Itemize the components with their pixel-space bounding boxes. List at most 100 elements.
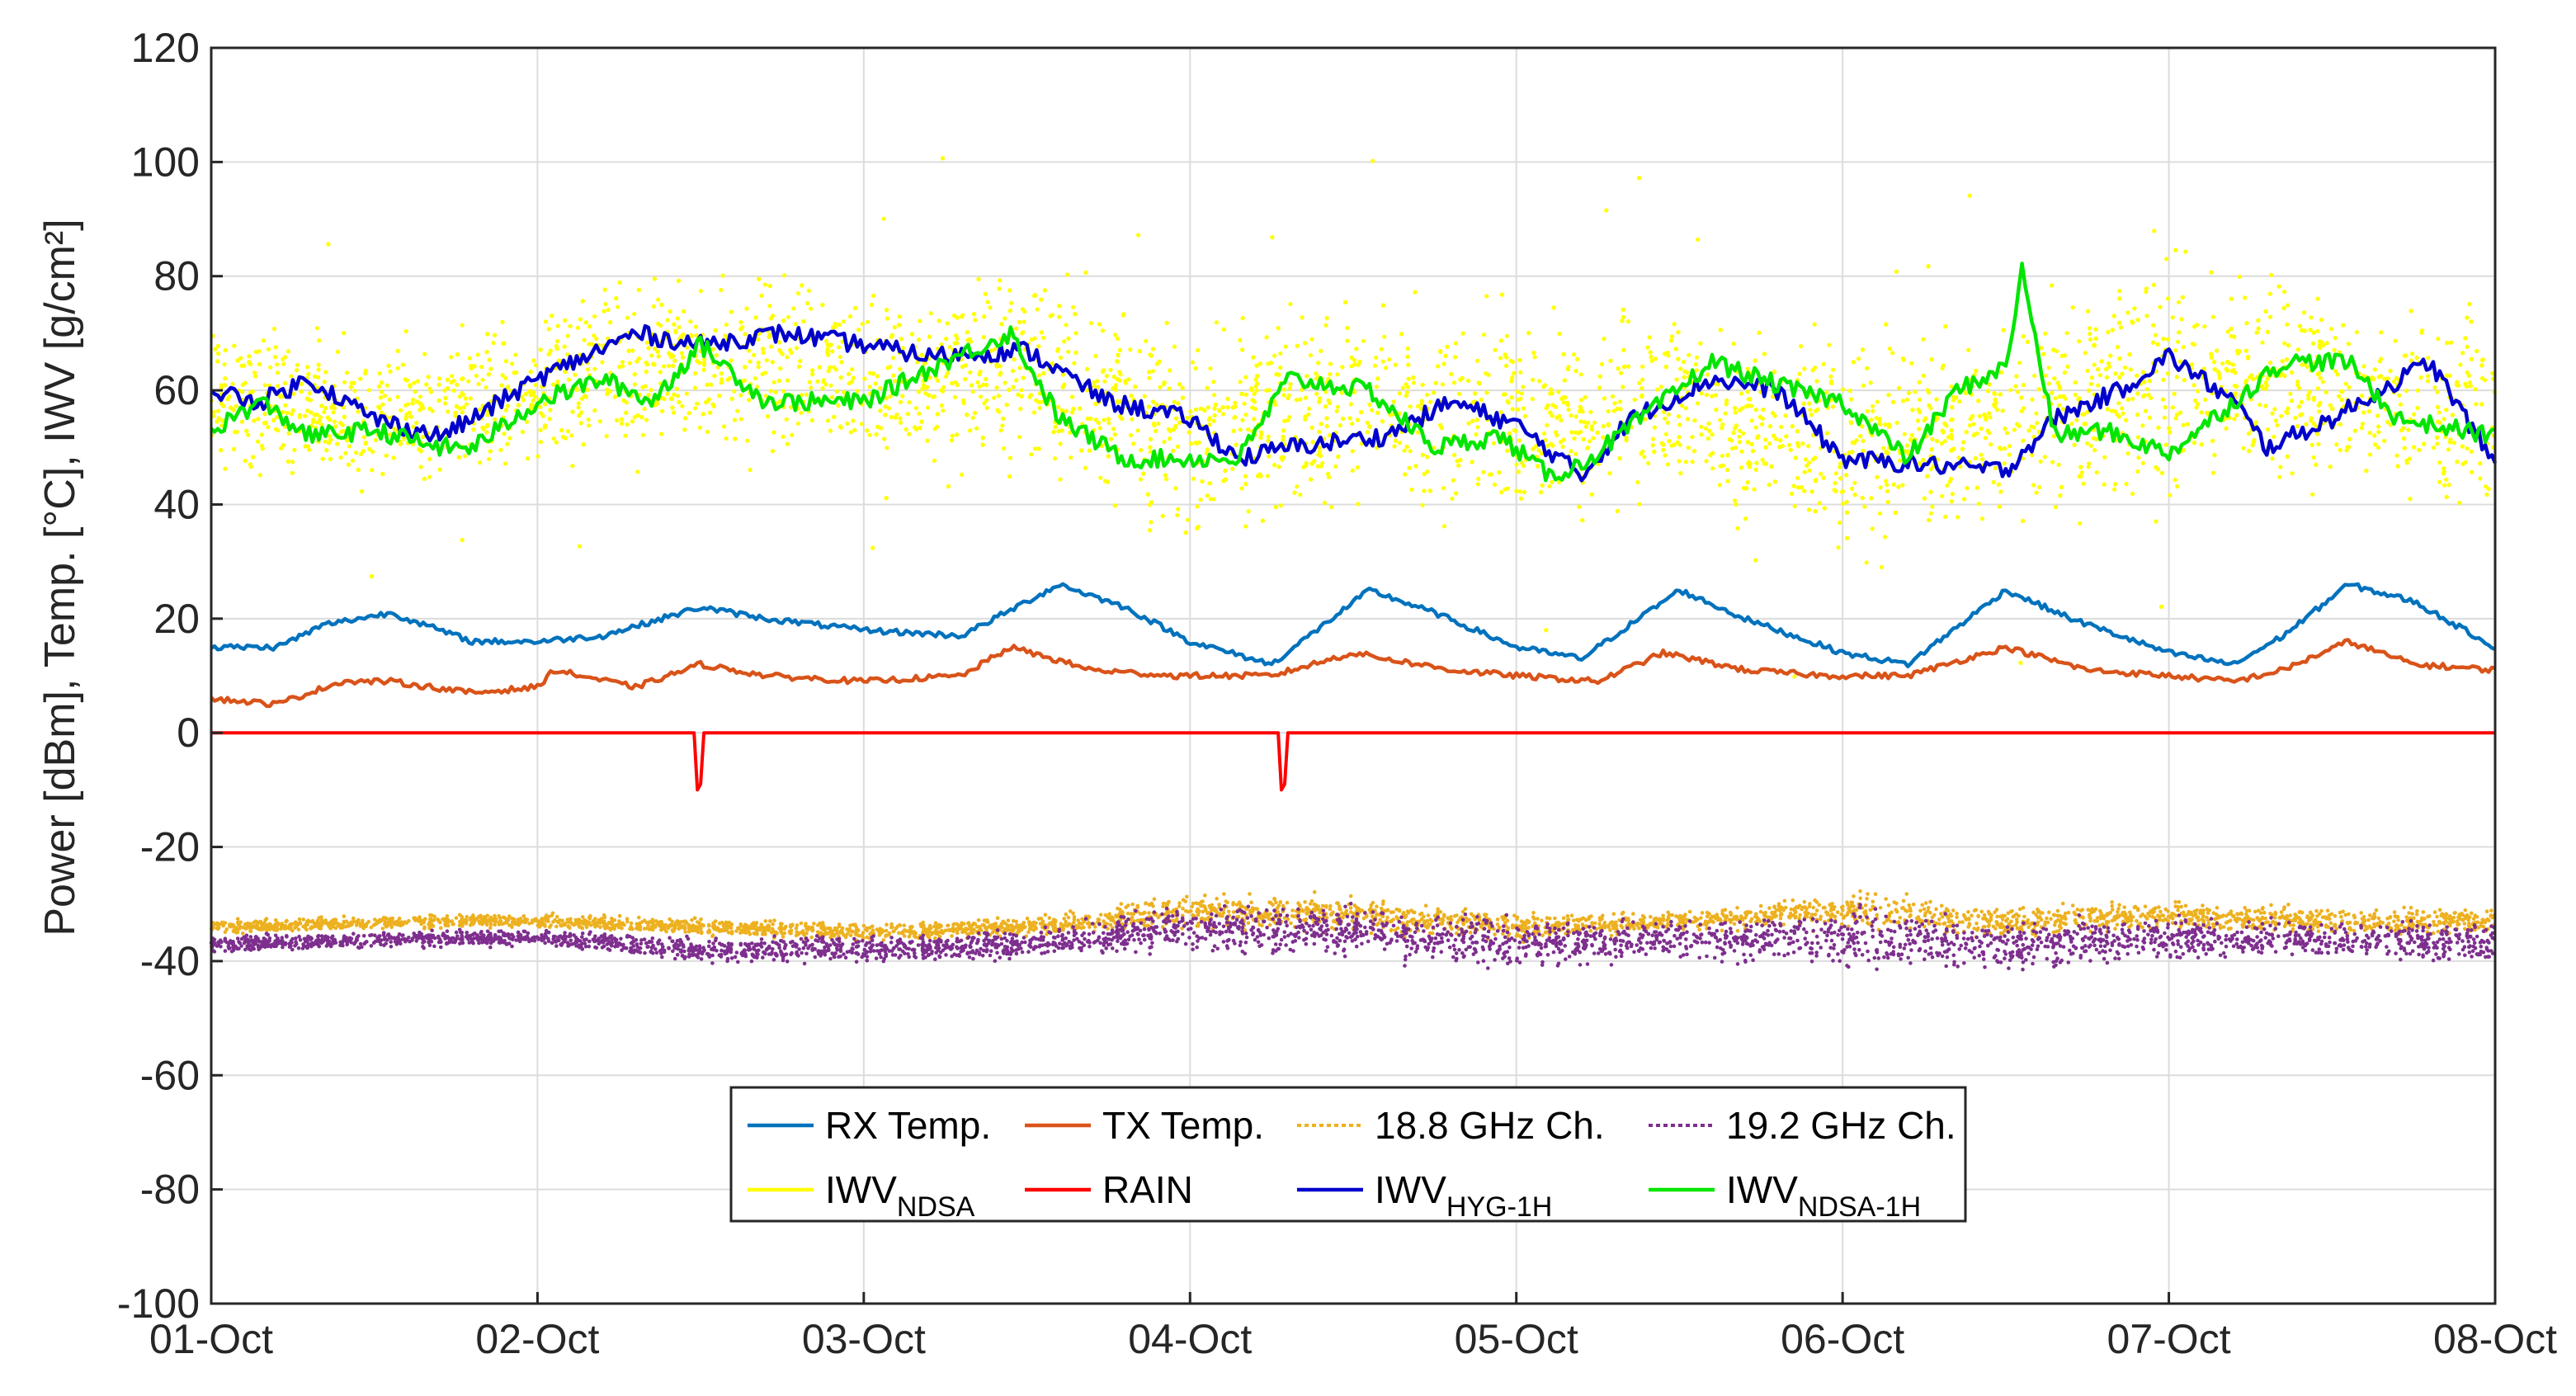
data-point	[1238, 427, 1243, 432]
data-point	[760, 371, 765, 377]
data-point	[275, 370, 281, 375]
data-point	[1071, 407, 1076, 412]
data-point	[1760, 416, 1765, 421]
data-point	[2150, 340, 2156, 345]
data-point	[1852, 493, 1857, 498]
data-point	[1672, 442, 1677, 447]
data-point	[675, 394, 681, 399]
data-point	[2388, 368, 2393, 374]
data-point	[1001, 416, 1006, 421]
data-point	[632, 415, 637, 420]
data-point	[916, 389, 921, 394]
data-point	[1637, 380, 1642, 385]
data-point	[2110, 328, 2115, 332]
data-point	[1458, 457, 1463, 463]
series-layer	[209, 156, 2498, 972]
data-point	[342, 331, 347, 336]
data-point	[1083, 465, 1087, 470]
data-point	[1324, 423, 1329, 429]
data-point	[484, 430, 489, 435]
data-point	[817, 365, 823, 370]
data-point	[720, 273, 725, 278]
data-point	[2399, 427, 2404, 433]
data-point	[1602, 396, 1606, 401]
data-point	[680, 355, 686, 360]
data-point	[292, 447, 297, 452]
data-point	[994, 385, 999, 390]
data-point	[984, 383, 989, 388]
data-point	[1799, 485, 1804, 490]
data-point	[885, 316, 889, 321]
data-point	[1561, 351, 1566, 356]
data-point	[1749, 441, 1754, 447]
data-point	[2141, 394, 2146, 399]
data-point	[1642, 455, 1647, 460]
data-point	[2036, 387, 2041, 392]
data-point	[649, 388, 653, 393]
data-point	[1741, 431, 1746, 436]
data-point	[2324, 341, 2329, 346]
data-point	[1173, 486, 1178, 491]
data-point	[2199, 442, 2204, 447]
data-point	[903, 427, 908, 432]
data-point	[1929, 447, 1934, 452]
data-point	[2212, 452, 2217, 458]
data-point	[1661, 442, 1666, 447]
data-point	[682, 427, 687, 432]
data-point	[1998, 370, 2003, 375]
data-point	[1763, 437, 1768, 442]
data-point	[1550, 479, 1555, 484]
data-point	[970, 415, 975, 420]
data-point	[1208, 366, 1213, 371]
data-point	[1956, 455, 1961, 460]
data-point	[2281, 305, 2286, 310]
data-point	[322, 380, 327, 384]
data-point	[1704, 459, 1709, 464]
data-point	[1729, 438, 1734, 443]
data-point	[781, 434, 786, 439]
data-point	[2111, 314, 2116, 318]
data-point	[1865, 366, 1870, 370]
data-point	[1239, 391, 1244, 396]
data-point	[1052, 456, 1058, 461]
data-point	[2290, 370, 2295, 375]
data-point	[2085, 368, 2090, 374]
data-point	[290, 470, 295, 476]
data-point	[1569, 413, 1573, 418]
data-point	[714, 353, 719, 358]
data-point	[1791, 483, 1796, 488]
data-point	[1281, 434, 1286, 439]
data-point	[2072, 442, 2077, 447]
data-point	[1017, 366, 1022, 370]
data-point	[2092, 342, 2097, 347]
data-point	[2059, 484, 2064, 490]
data-point	[2311, 395, 2317, 400]
data-point	[1976, 502, 1981, 507]
data-point	[1957, 399, 1962, 404]
data-point	[1278, 503, 1283, 508]
data-point	[363, 368, 368, 373]
data-point	[314, 326, 319, 331]
data-point	[1000, 423, 1005, 428]
data-point	[1283, 344, 1288, 349]
data-point	[1208, 497, 1213, 502]
data-point	[1800, 441, 1805, 446]
data-point	[1767, 483, 1772, 488]
data-point	[1121, 312, 1126, 317]
data-point	[1162, 380, 1167, 385]
data-point	[570, 464, 575, 469]
data-point	[1295, 343, 1300, 348]
data-point	[1941, 363, 1946, 368]
data-point	[838, 375, 843, 380]
data-point	[2251, 376, 2256, 382]
data-point	[1980, 457, 1985, 462]
data-point	[762, 282, 768, 287]
data-point	[2474, 402, 2479, 407]
data-point	[782, 273, 787, 278]
data-point	[980, 436, 985, 441]
data-point	[1991, 479, 1996, 485]
data-point	[893, 415, 898, 420]
data-point	[384, 453, 389, 458]
data-point	[1070, 410, 1075, 415]
data-point	[1281, 437, 1286, 442]
